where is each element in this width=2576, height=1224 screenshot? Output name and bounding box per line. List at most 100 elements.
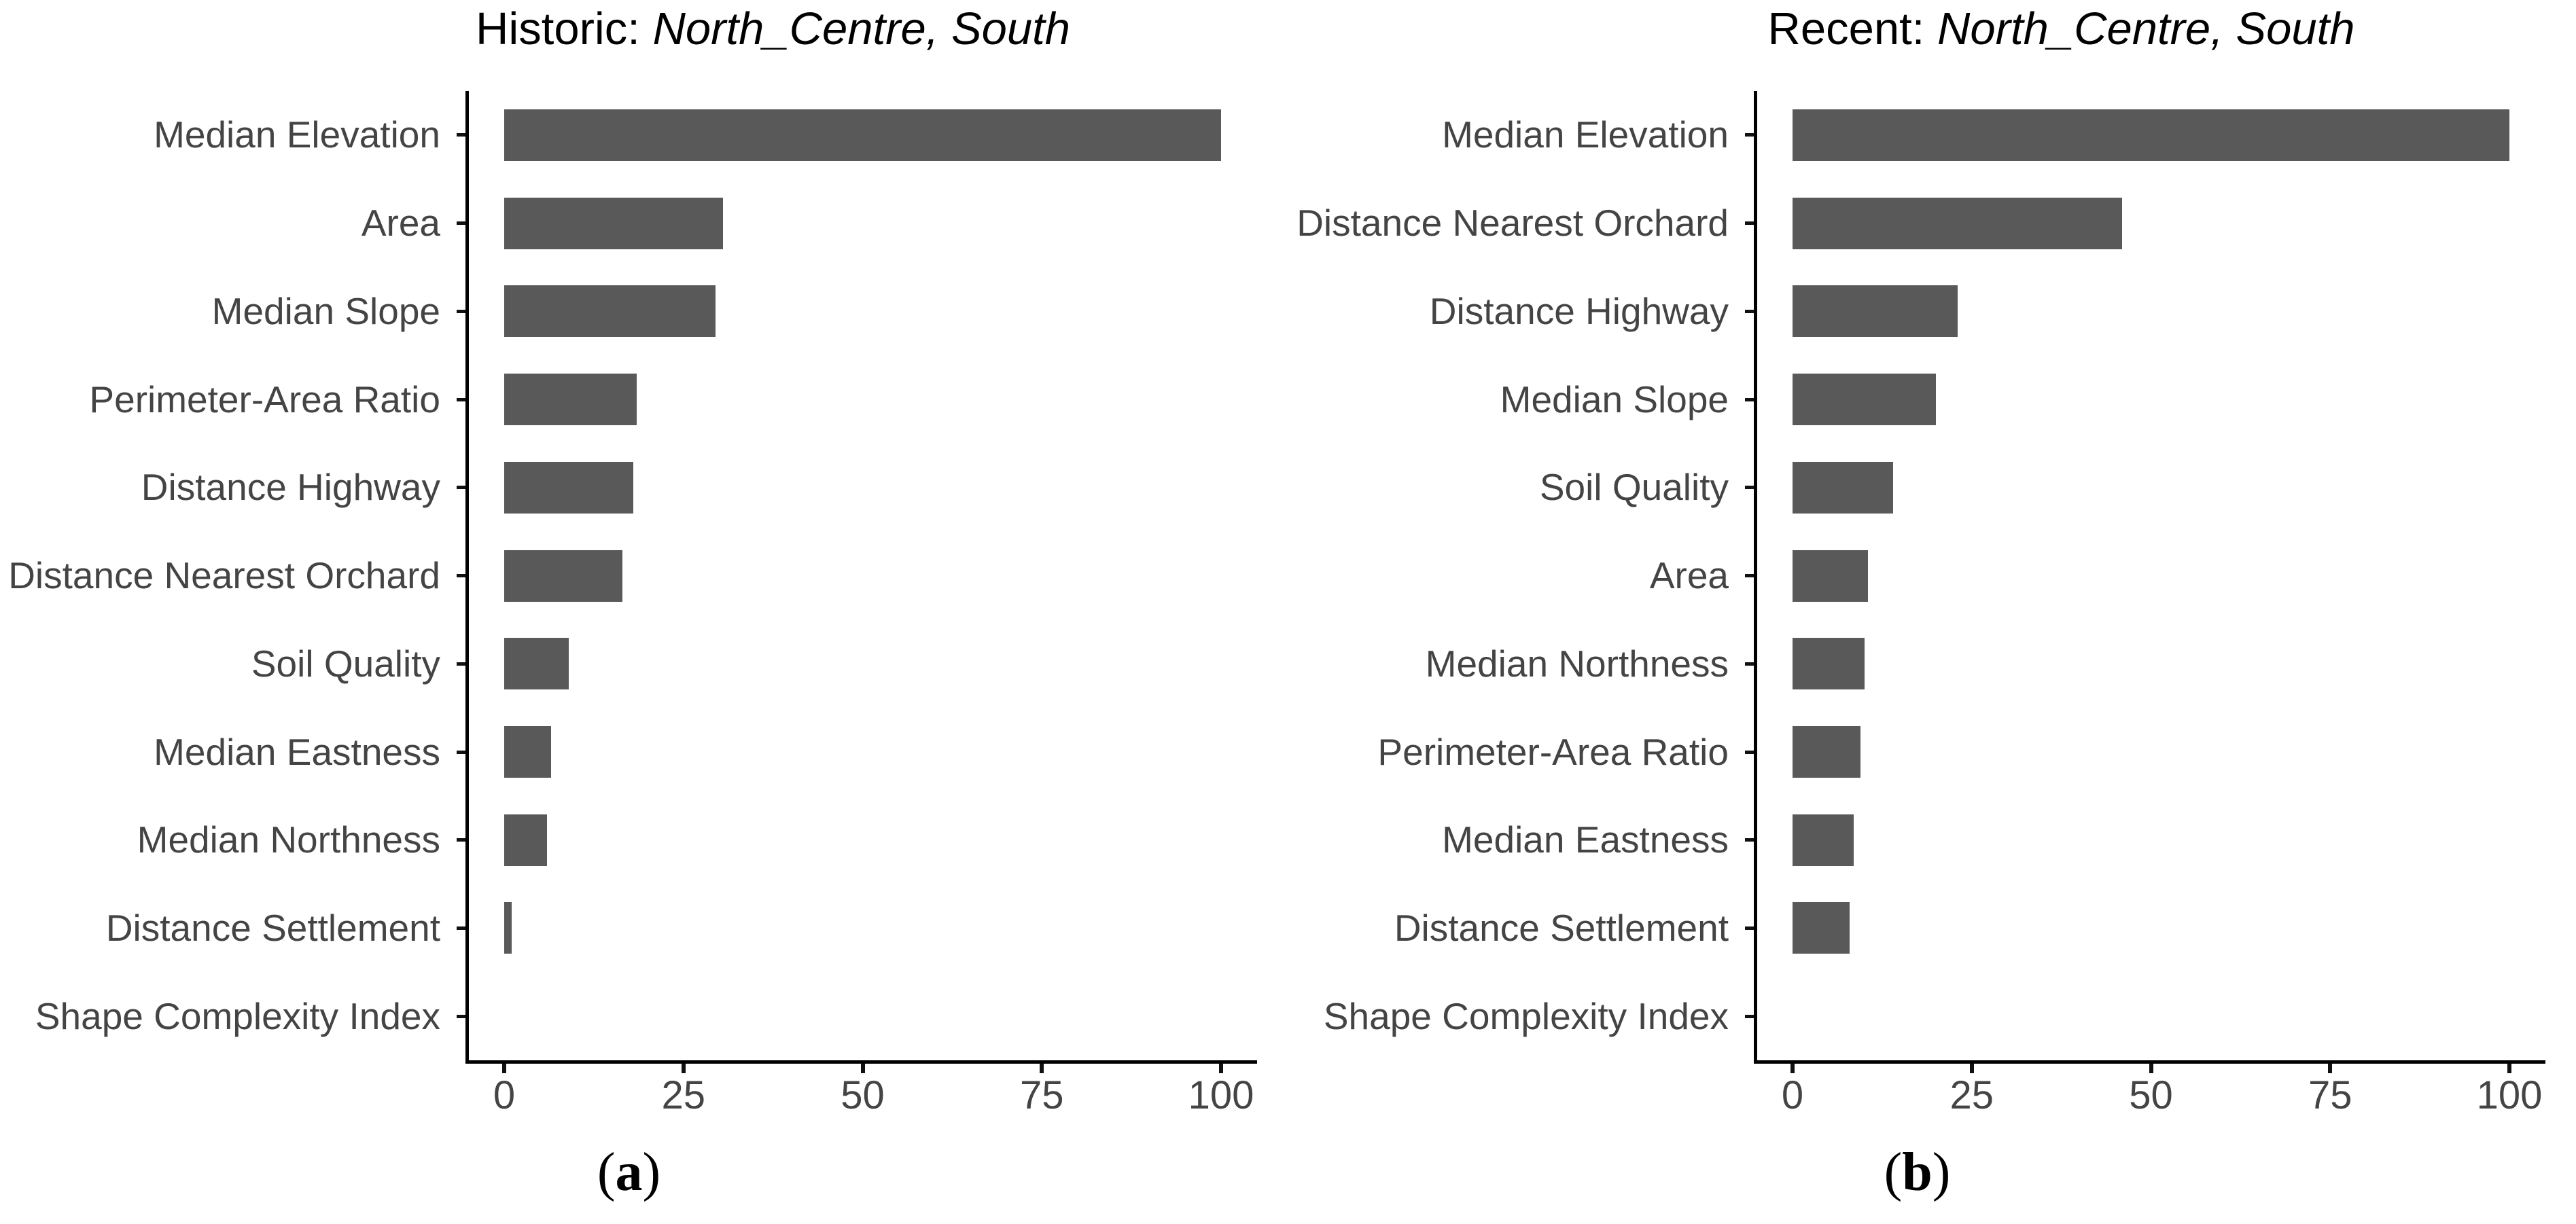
y-axis-tick-mark [457,750,467,754]
caption-letter: a [615,1142,643,1202]
x-axis-tick-label: 0 [1781,1073,1804,1117]
bar-row: Area [1288,532,2576,620]
bar-slot [1756,267,2576,355]
y-axis-tick-mark [1745,926,1756,930]
caption-letter: b [1902,1142,1933,1202]
bar-slot [1756,972,2576,1060]
bar-slot [467,884,1288,973]
y-axis-tick-mark [1745,750,1756,754]
x-axis-tick-mark [2328,1064,2333,1073]
y-axis-tick-mark [1745,133,1756,137]
x-axis-tick-mark [2149,1064,2153,1073]
panel-b-caption: (b) [1273,1142,2561,1202]
importance-bar [1793,374,1936,426]
bar-slot [467,267,1288,355]
bar-row: Distance Highway [0,444,1288,532]
bar-row: Distance Settlement [1288,884,2576,973]
bar-row: Soil Quality [1288,444,2576,532]
importance-bar [1793,285,1958,338]
x-axis-tick-label: 100 [2476,1073,2543,1117]
bar-slot [1756,708,2576,796]
x-axis-tick-label: 100 [1188,1073,1254,1117]
bar-row: Distance Settlement [0,884,1288,973]
x-axis-tick-mark [502,1064,506,1073]
y-axis-tick-mark [1745,662,1756,666]
bar-slot [1756,532,2576,620]
y-axis-tick-mark [1745,1014,1756,1018]
category-label: Median Slope [211,289,440,332]
y-axis-tick-mark [1745,221,1756,226]
x-axis-tick-mark [2507,1064,2511,1073]
bar-row: Shape Complexity Index [0,972,1288,1060]
title-prefix: Historic: [475,3,653,54]
importance-bar [504,461,633,514]
y-axis-tick-mark [457,486,467,490]
importance-bar [504,814,548,866]
y-axis-tick-mark [457,1014,467,1018]
y-axis-tick-mark [457,221,467,226]
y-axis-tick-mark [457,133,467,137]
category-label: Median Northness [1425,642,1729,685]
bar-slot [467,796,1288,884]
importance-bar [1793,902,1850,954]
bar-row: Median Slope [1288,355,2576,444]
panel-historic: Historic: North_Centre, South Median Ele… [0,3,1288,1202]
category-label: Median Elevation [1442,113,1729,156]
y-axis-line [465,91,469,1064]
x-axis-tick-label: 50 [2129,1073,2173,1117]
y-axis-tick-mark [457,662,467,666]
bar-slot [467,619,1288,708]
category-label: Perimeter-Area Ratio [89,378,440,420]
bar-row: Median Northness [0,796,1288,884]
category-label: Area [361,202,440,245]
bar-row: Median Elevation [1288,91,2576,179]
x-axis-tick-mark [681,1064,686,1073]
y-axis-tick-mark [457,574,467,578]
category-label: Shape Complexity Index [35,994,440,1037]
category-label: Distance Nearest Orchard [8,554,440,597]
bar-row: Median Northness [1288,619,2576,708]
x-axis-tick-label: 25 [1949,1073,1994,1117]
y-axis-tick-mark [1745,486,1756,490]
x-axis-tick-mark [1040,1064,1044,1073]
bar-row: Median Eastness [0,708,1288,796]
y-axis-tick-mark [1745,397,1756,401]
category-label: Median Slope [1500,378,1729,420]
category-label: Distance Nearest Orchard [1296,202,1729,245]
x-axis-tick-mark [1969,1064,1974,1073]
y-axis-tick-mark [457,397,467,401]
bar-row: Perimeter-Area Ratio [1288,708,2576,796]
title-region-names: North_Centre, South [652,3,1071,54]
bar-slot [467,972,1288,1060]
caption-open-paren: ( [597,1142,616,1202]
category-label: Soil Quality [251,642,440,685]
x-axis-line [1754,1060,2545,1064]
bar-slot [1756,796,2576,884]
caption-open-paren: ( [1884,1142,1903,1202]
x-axis-line [465,1060,1257,1064]
bar-row: Area [0,179,1288,268]
bar-row: Median Slope [0,267,1288,355]
bar-row: Distance Nearest Orchard [0,532,1288,620]
category-label: Median Elevation [154,113,440,156]
importance-bar [504,902,512,954]
title-region-names: North_Centre, South [1937,3,2355,54]
x-axis-tick-mark [1790,1064,1795,1073]
importance-bar [504,109,1221,161]
rows: Median Elevation Distance Nearest Orchard… [1288,91,2576,1060]
panel-recent: Recent: North_Centre, South Median Eleva… [1288,0,2576,1224]
x-axis-tick-label: 75 [1019,1073,1064,1117]
category-label: Median Eastness [154,730,440,773]
bar-row: Median Eastness [1288,796,2576,884]
bar-slot [467,355,1288,444]
importance-bar [504,638,569,690]
category-label: Median Eastness [1442,818,1729,861]
x-axis-tick-label: 50 [841,1073,885,1117]
category-label: Shape Complexity Index [1323,994,1729,1037]
category-label: Distance Highway [141,466,440,509]
bar-row: Distance Highway [1288,267,2576,355]
bar-slot [1756,355,2576,444]
importance-bar [1793,638,1865,690]
category-label: Perimeter-Area Ratio [1377,730,1729,773]
